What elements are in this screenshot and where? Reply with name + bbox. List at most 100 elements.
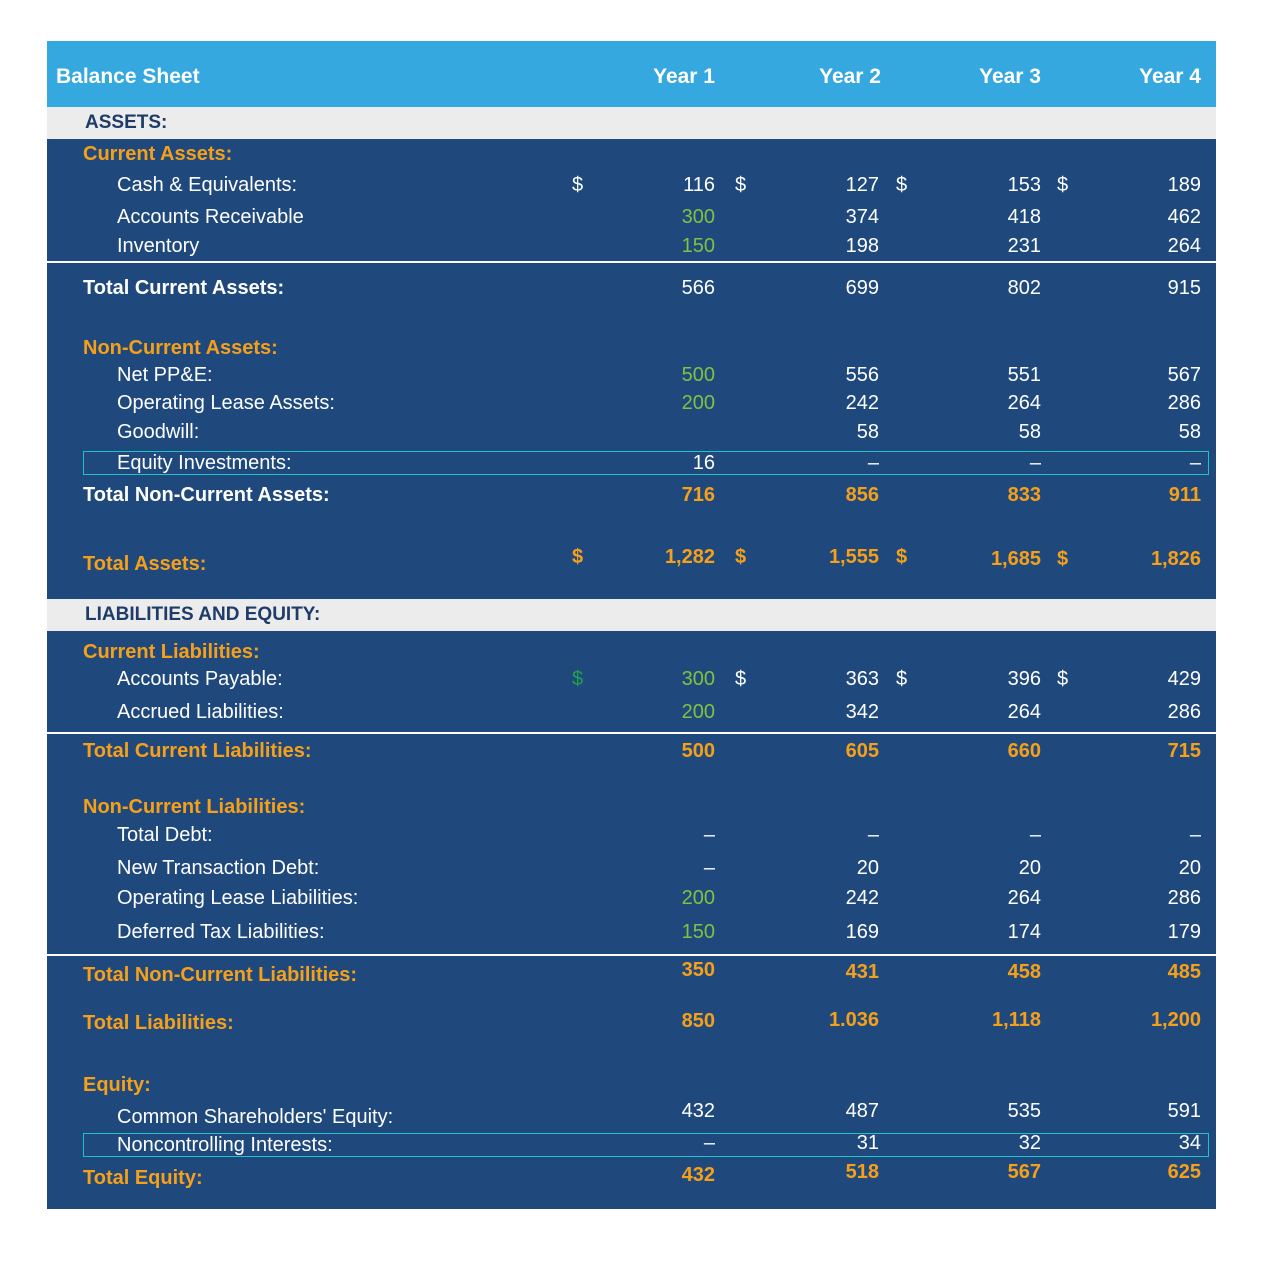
common-equity-label: Common Shareholders' Equity: xyxy=(117,1106,394,1128)
total-current-assets-y3: 802 xyxy=(1007,277,1041,299)
lease-liabilities-y2: 242 xyxy=(845,887,879,909)
accrued-y3: 264 xyxy=(1007,701,1041,723)
cash-label: Cash & Equivalents: xyxy=(117,174,298,196)
cash-y2: 127 xyxy=(845,174,879,196)
cash-y3: 153 xyxy=(1007,174,1041,196)
total-assets-currency-2: $ xyxy=(735,546,747,568)
lease-assets-y1: 200 xyxy=(681,392,715,414)
total-current-liabilities-y4: 715 xyxy=(1167,740,1201,762)
payable-y1: 300 xyxy=(681,668,715,690)
goodwill-y2: 58 xyxy=(856,421,879,443)
total-current-liabilities-label: Total Current Liabilities: xyxy=(83,740,312,762)
total-assets-y3: 1,685 xyxy=(990,548,1041,570)
cash-currency-3: $ xyxy=(896,174,908,196)
cash-y4: 189 xyxy=(1167,174,1201,196)
year-1-header: Year 1 xyxy=(653,65,715,88)
total-current-liabilities-y3: 660 xyxy=(1007,740,1041,762)
total-noncurrent-liabilities-y1: 350 xyxy=(681,959,715,981)
lease-assets-y2: 242 xyxy=(845,392,879,414)
liabilities-equity-band-label: LIABILITIES AND EQUITY: xyxy=(85,604,321,625)
total-noncurrent-assets-y1: 716 xyxy=(681,484,715,506)
payable-currency-1: $ xyxy=(572,668,584,690)
total-debt-y4: – xyxy=(1189,824,1201,846)
inventory-y4: 264 xyxy=(1167,235,1201,257)
total-noncurrent-assets-y2: 856 xyxy=(845,484,879,506)
total-liabilities-y3: 1,118 xyxy=(992,1009,1041,1031)
total-assets-currency-4: $ xyxy=(1057,548,1069,570)
new-debt-y2: 20 xyxy=(856,857,879,879)
goodwill-y3: 58 xyxy=(1018,421,1041,443)
common-equity-y3: 535 xyxy=(1007,1100,1041,1122)
divider xyxy=(47,261,1216,263)
inventory-y1: 150 xyxy=(681,235,715,257)
assets-band-label: ASSETS: xyxy=(85,112,168,133)
total-noncurrent-liabilities-y2: 431 xyxy=(845,961,879,983)
receivable-y1: 300 xyxy=(681,206,715,228)
total-current-liabilities-y1: 500 xyxy=(681,740,715,762)
equity-investments-y4: – xyxy=(1189,452,1201,474)
total-current-assets-label: Total Current Assets: xyxy=(83,277,285,299)
ppe-y1: 500 xyxy=(681,364,715,386)
payable-y2: 363 xyxy=(845,668,879,690)
total-assets-currency-3: $ xyxy=(896,546,908,568)
total-equity-y3: 567 xyxy=(1007,1161,1041,1183)
ppe-y3: 551 xyxy=(1007,364,1041,386)
receivable-y2: 374 xyxy=(845,206,879,228)
divider xyxy=(47,954,1216,956)
lease-liabilities-y3: 264 xyxy=(1007,887,1041,909)
total-noncurrent-assets-y4: 911 xyxy=(1168,484,1201,506)
year-3-header: Year 3 xyxy=(979,65,1041,88)
equity-investments-y3: – xyxy=(1029,452,1041,474)
deferred-tax-y4: 179 xyxy=(1167,921,1201,943)
noncontrolling-interests-y4: 34 xyxy=(1178,1132,1201,1154)
common-equity-y2: 487 xyxy=(845,1100,879,1122)
total-liabilities-y2: 1.036 xyxy=(828,1009,879,1031)
total-assets-y1: 1,282 xyxy=(664,546,715,568)
accrued-y4: 286 xyxy=(1167,701,1201,723)
current-assets-label: Current Assets: xyxy=(83,143,233,165)
sheet-title: Balance Sheet xyxy=(56,65,200,88)
lease-liabilities-y4: 286 xyxy=(1167,887,1201,909)
ppe-label: Net PP&E: xyxy=(117,364,213,386)
inventory-y2: 198 xyxy=(845,235,879,257)
cash-currency-1: $ xyxy=(572,174,584,196)
total-debt-y1: – xyxy=(703,824,715,846)
cash-y1: 116 xyxy=(683,174,715,196)
common-equity-y1: 432 xyxy=(681,1100,715,1122)
total-liabilities-label: Total Liabilities: xyxy=(83,1012,234,1034)
cash-currency-2: $ xyxy=(735,174,747,196)
noncontrolling-interests-y3: 32 xyxy=(1018,1132,1041,1154)
total-noncurrent-liabilities-label: Total Non-Current Liabilities: xyxy=(83,964,358,986)
payable-currency-2: $ xyxy=(735,668,747,690)
noncontrolling-interests-label: Noncontrolling Interests: xyxy=(117,1134,333,1156)
total-current-liabilities-y2: 605 xyxy=(845,740,879,762)
accrued-y2: 342 xyxy=(845,701,879,723)
total-current-assets-y1: 566 xyxy=(681,277,715,299)
receivable-y4: 462 xyxy=(1167,206,1201,228)
deferred-tax-y3: 174 xyxy=(1007,921,1041,943)
noncurrent-assets-label: Non-Current Assets: xyxy=(83,337,278,359)
ppe-y2: 556 xyxy=(845,364,879,386)
total-equity-label: Total Equity: xyxy=(83,1167,203,1189)
total-debt-y3: – xyxy=(1029,824,1041,846)
accrued-y1: 200 xyxy=(681,701,715,723)
total-noncurrent-liabilities-y3: 458 xyxy=(1007,961,1041,983)
balance-sheet-table: Balance Sheet Year 1 Year 2 Year 3 Year … xyxy=(47,41,1216,1209)
liabilities-equity-band xyxy=(47,599,1216,631)
equity-investments-label: Equity Investments: xyxy=(117,452,292,474)
total-assets-y2: 1,555 xyxy=(828,546,879,568)
lease-assets-y4: 286 xyxy=(1167,392,1201,414)
equity-label: Equity: xyxy=(83,1074,151,1096)
inventory-y3: 231 xyxy=(1007,235,1041,257)
receivable-label: Accounts Receivable xyxy=(117,206,304,228)
year-4-header: Year 4 xyxy=(1139,65,1201,88)
lease-assets-label: Operating Lease Assets: xyxy=(117,392,335,414)
noncontrolling-interests-highlight xyxy=(83,1133,1209,1157)
total-current-assets-y4: 915 xyxy=(1167,277,1201,299)
payable-currency-4: $ xyxy=(1057,668,1069,690)
divider xyxy=(47,732,1216,734)
new-debt-y4: 20 xyxy=(1178,857,1201,879)
goodwill-y4: 58 xyxy=(1178,421,1201,443)
payable-currency-3: $ xyxy=(896,668,908,690)
common-equity-y4: 591 xyxy=(1167,1100,1201,1122)
